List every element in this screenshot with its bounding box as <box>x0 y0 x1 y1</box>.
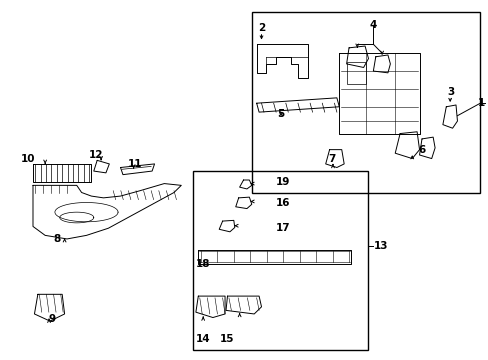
Text: 2: 2 <box>257 23 264 33</box>
Text: 13: 13 <box>372 241 387 251</box>
Text: 11: 11 <box>127 159 142 169</box>
Text: 3: 3 <box>447 87 454 98</box>
Text: 17: 17 <box>276 223 290 233</box>
Text: 1: 1 <box>477 98 484 108</box>
Bar <box>251 12 479 193</box>
Text: 18: 18 <box>196 259 210 269</box>
Text: 12: 12 <box>89 150 103 160</box>
Text: 14: 14 <box>196 334 210 344</box>
Text: 7: 7 <box>327 154 335 163</box>
Text: 5: 5 <box>277 109 284 119</box>
Text: 4: 4 <box>369 19 376 30</box>
Text: 16: 16 <box>276 198 290 208</box>
Bar <box>193 171 368 350</box>
Text: 9: 9 <box>49 314 56 324</box>
Text: 8: 8 <box>54 234 61 244</box>
Text: 15: 15 <box>220 334 234 344</box>
Text: 10: 10 <box>21 154 35 163</box>
Bar <box>346 62 366 84</box>
Text: 6: 6 <box>418 145 425 155</box>
Text: 19: 19 <box>276 177 290 187</box>
